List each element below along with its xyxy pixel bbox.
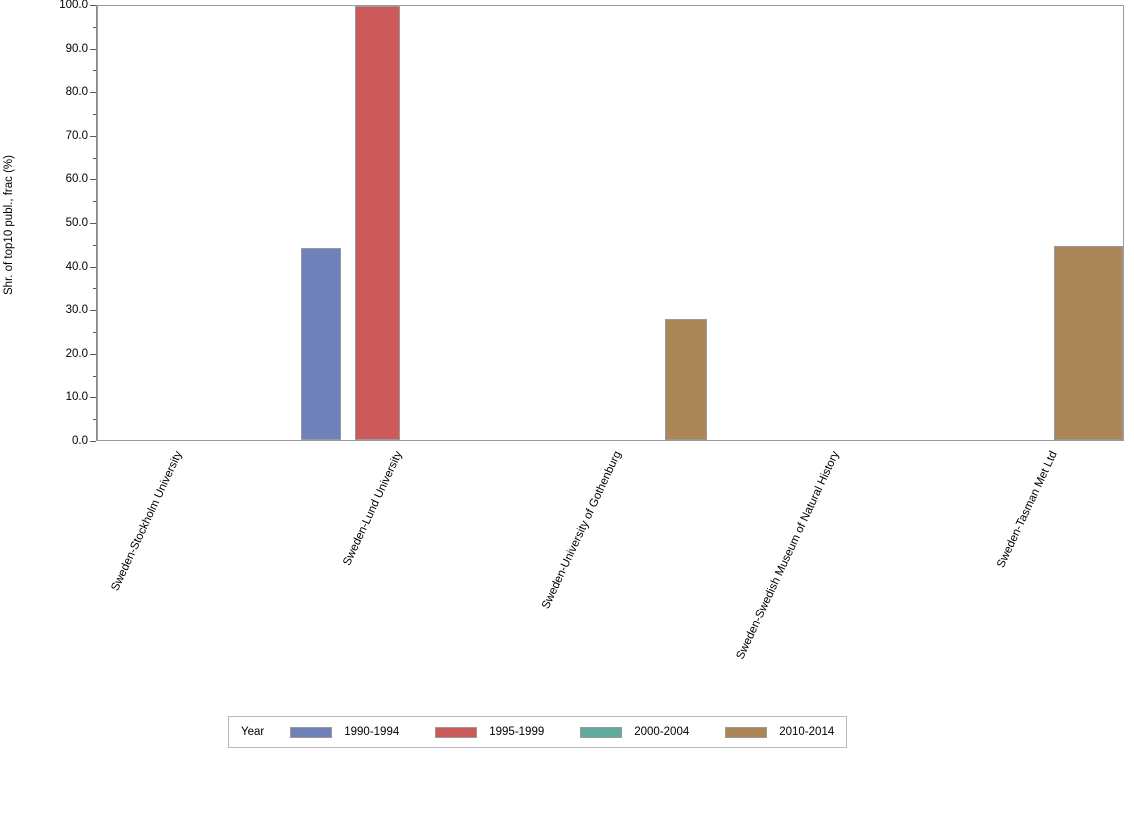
legend-label: 1995-1999 xyxy=(489,726,545,738)
bar[interactable] xyxy=(1054,246,1123,440)
legend-title: Year xyxy=(241,726,265,738)
y-minor-tick-mark xyxy=(93,157,96,159)
legend-entry[interactable]: 1990-1994 xyxy=(290,726,399,738)
y-tick-mark xyxy=(90,266,96,268)
y-tick-label: 10.0 xyxy=(65,391,88,404)
bar-group xyxy=(98,6,1123,440)
legend-swatch xyxy=(290,726,333,738)
bar[interactable] xyxy=(355,6,401,440)
x-tick-label: Sweden-Swedish Museum of Natural History xyxy=(734,449,842,662)
x-tick-label: Sweden-University of Gothenburg xyxy=(539,449,624,611)
y-tick-mark xyxy=(90,92,96,94)
y-minor-tick-mark xyxy=(93,70,96,72)
y-tick-mark xyxy=(90,135,96,137)
y-tick-label: 60.0 xyxy=(65,173,88,186)
legend-entry[interactable]: 2010-2014 xyxy=(725,726,834,738)
legend: Year 1990-1994 1995-1999 2000-2004 2010-201… xyxy=(228,716,848,748)
plot-area xyxy=(97,5,1124,441)
x-tick-label: Sweden-Tasman Met Ltd xyxy=(995,449,1060,570)
y-tick-label: 40.0 xyxy=(65,260,88,273)
x-tick-label: Sweden-Lund University xyxy=(341,449,405,568)
legend-swatch xyxy=(580,726,623,738)
legend-label: 2000-2004 xyxy=(634,726,690,738)
legend-label: 1990-1994 xyxy=(344,726,400,738)
legend-swatch xyxy=(725,726,768,738)
y-axis-line xyxy=(96,5,97,441)
y-tick-label: 100.0 xyxy=(59,0,88,11)
y-minor-tick-mark xyxy=(93,244,96,246)
bar-chart-figure: Shr. of top10 publ., frac (%) 0.0 10.0 20.… xyxy=(0,0,1134,748)
y-minor-tick-mark xyxy=(93,26,96,28)
y-tick-label: 90.0 xyxy=(65,42,88,55)
legend-entry[interactable]: 1995-1999 xyxy=(435,726,544,738)
y-tick-mark xyxy=(90,223,96,224)
legend-entry[interactable]: 2000-2004 xyxy=(580,726,689,738)
y-minor-tick-mark xyxy=(93,114,96,115)
y-minor-tick-mark xyxy=(93,375,96,377)
y-axis: 0.0 10.0 20.0 30.0 40.0 50.0 60.0 70.0 80.0 90.0 1… xyxy=(0,0,97,447)
y-tick-mark xyxy=(90,48,96,50)
y-tick-mark xyxy=(90,5,96,6)
y-tick-label: 30.0 xyxy=(65,304,88,317)
y-minor-tick-mark xyxy=(93,201,96,203)
bar[interactable] xyxy=(664,318,707,440)
y-tick-mark xyxy=(90,310,96,312)
y-tick-mark xyxy=(90,353,96,355)
y-tick-label: 0.0 xyxy=(72,435,88,447)
y-tick-mark xyxy=(90,441,96,442)
y-tick-label: 70.0 xyxy=(65,129,88,142)
legend-entries: 1990-1994 1995-1999 2000-2004 2010-2014 xyxy=(290,726,834,738)
y-tick-label: 20.0 xyxy=(65,347,88,360)
legend-label: 2010-2014 xyxy=(779,726,835,738)
y-minor-tick-mark xyxy=(93,288,96,290)
y-tick-mark xyxy=(90,397,96,399)
y-minor-tick-mark xyxy=(93,419,96,421)
x-axis-tick-labels: Sweden-Stockholm University Sweden-Lund U… xyxy=(0,441,1134,711)
y-tick-label: 50.0 xyxy=(65,217,88,229)
y-tick-mark xyxy=(90,179,96,181)
y-minor-tick-mark xyxy=(93,332,96,333)
legend-swatch xyxy=(435,726,478,738)
x-tick-label: Sweden-Stockholm University xyxy=(109,449,185,593)
bar[interactable] xyxy=(300,248,341,440)
y-tick-label: 80.0 xyxy=(65,86,88,99)
